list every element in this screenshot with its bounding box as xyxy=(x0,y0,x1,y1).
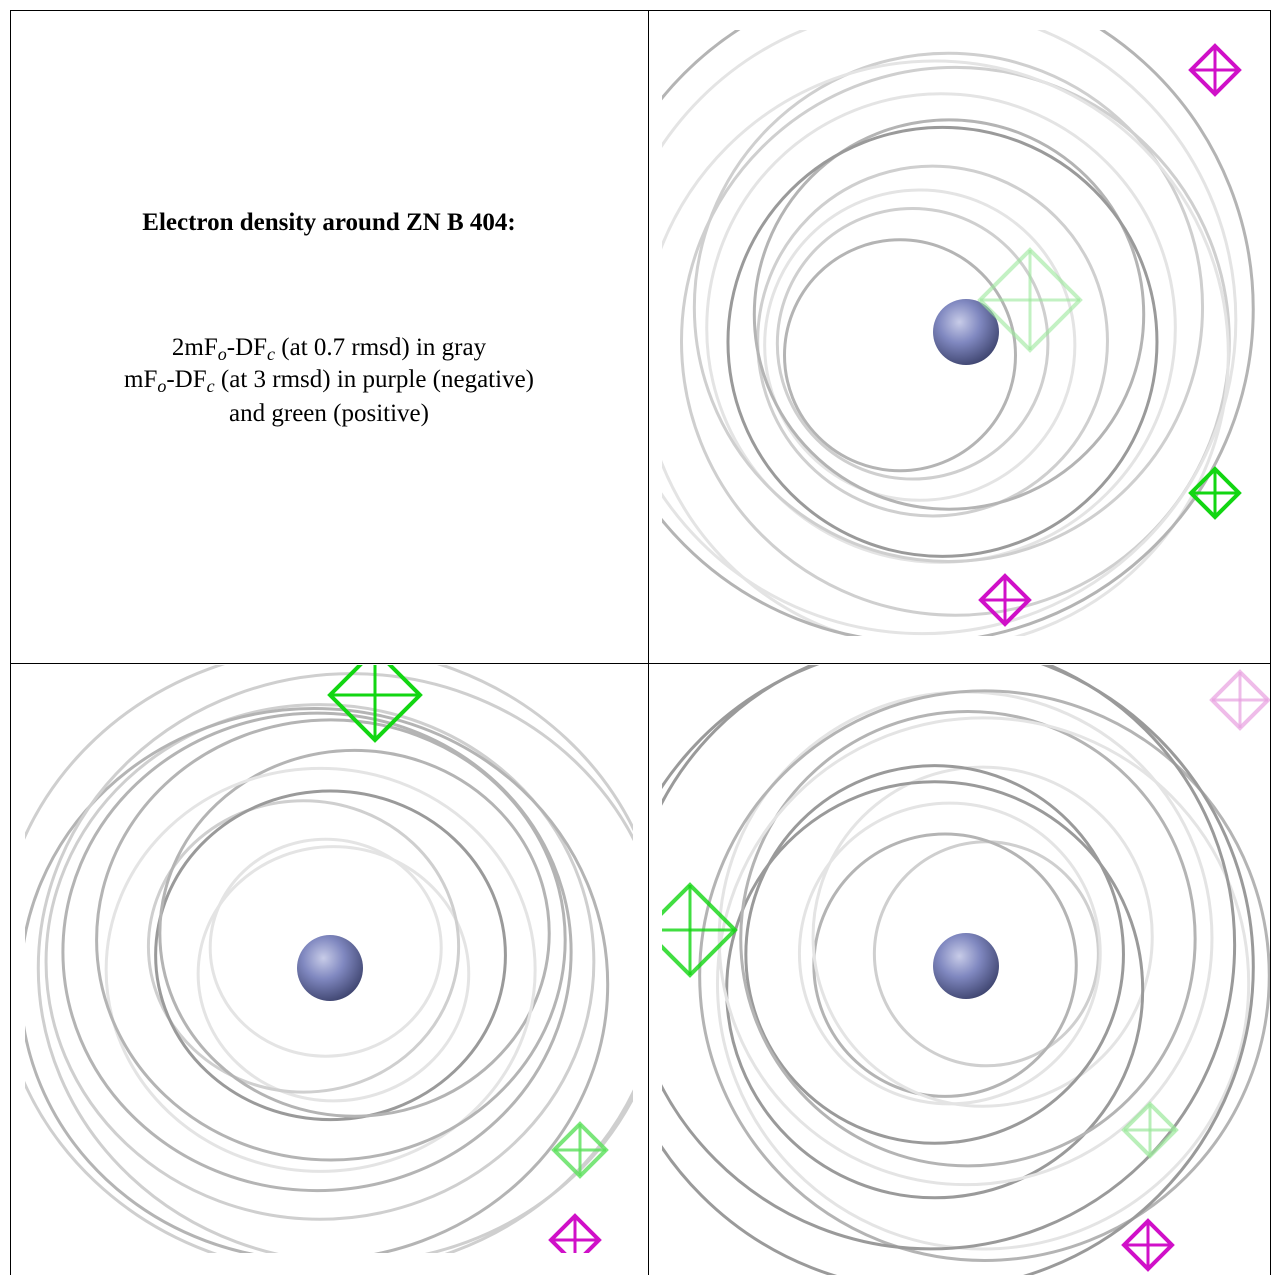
mesh-contour xyxy=(148,801,458,1092)
subscript: c xyxy=(207,376,215,396)
mesh-contour xyxy=(777,208,1048,479)
figure xyxy=(0,0,1275,1279)
text: mF xyxy=(124,366,157,393)
density-panel xyxy=(607,641,1269,1279)
text: (at 0.7 rmsd) in gray xyxy=(275,334,486,361)
text: (at 3 rmsd) in purple (negative) xyxy=(215,366,534,393)
mesh-contour xyxy=(587,0,1254,642)
text: 2mF xyxy=(172,334,218,361)
legend-line: 2mFo-DFc (at 0.7 rmsd) in gray xyxy=(11,334,647,362)
density-panel xyxy=(0,647,665,1273)
mesh-contour xyxy=(609,7,1236,634)
mesh-contour xyxy=(746,766,1124,1144)
legend-line: and green (positive) xyxy=(11,400,647,428)
mesh-contour xyxy=(160,750,549,1116)
text: and green (positive) xyxy=(229,400,429,427)
text: -DF xyxy=(166,366,206,393)
subscript: c xyxy=(267,344,275,364)
zinc-atom xyxy=(297,935,363,1001)
mesh-contour xyxy=(758,166,1108,516)
table-borders xyxy=(10,10,1271,1275)
subscript: o xyxy=(218,344,227,364)
density-panel xyxy=(587,0,1254,648)
caption-title: Electron density around ZN B 404: xyxy=(11,209,647,237)
page: Electron density around ZN B 404: 2mFo-D… xyxy=(0,0,1275,1279)
zinc-atom xyxy=(933,933,999,999)
subscript: o xyxy=(157,376,166,396)
text: -DF xyxy=(227,334,267,361)
legend-line: mFo-DFc (at 3 rmsd) in purple (negative) xyxy=(11,366,647,394)
mesh-contour xyxy=(813,767,1152,1106)
